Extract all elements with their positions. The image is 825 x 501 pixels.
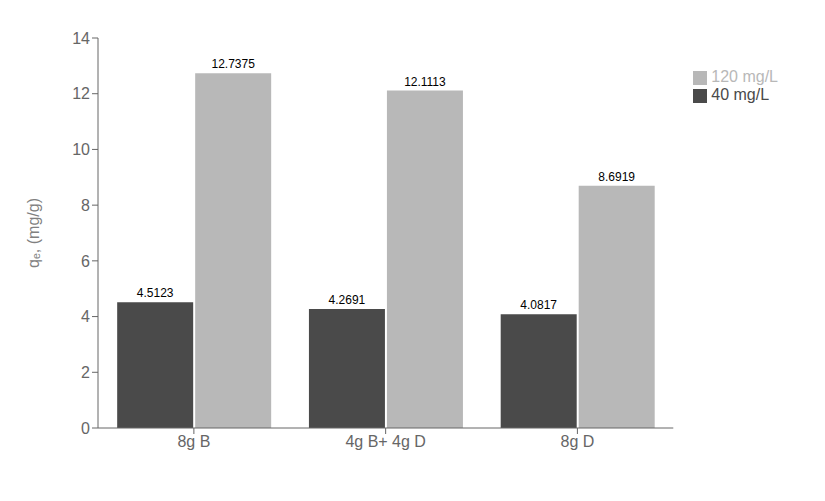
- svg-text:8g D: 8g D: [561, 433, 595, 450]
- svg-text:0: 0: [81, 420, 90, 437]
- svg-text:4g B+ 4g D: 4g B+ 4g D: [345, 433, 426, 450]
- svg-text:8g B: 8g B: [177, 433, 210, 450]
- svg-text:2: 2: [81, 364, 90, 381]
- svg-text:8.6919: 8.6919: [598, 170, 635, 184]
- svg-text:4: 4: [81, 308, 90, 325]
- svg-text:12.7375: 12.7375: [211, 57, 255, 71]
- svg-text:8: 8: [81, 197, 90, 214]
- svg-text:12.1113: 12.1113: [404, 75, 446, 89]
- svg-text:12: 12: [72, 85, 90, 102]
- svg-text:10: 10: [72, 141, 90, 158]
- svg-text:4.0817: 4.0817: [520, 298, 557, 312]
- svg-text:14: 14: [72, 30, 90, 47]
- html-text:40 mg/L: 40 mg/L: [711, 86, 770, 103]
- svg-text:4.5123: 4.5123: [137, 286, 174, 300]
- html-text:120 mg/L: 120 mg/L: [711, 68, 778, 85]
- svg-text:4.2691: 4.2691: [329, 293, 366, 307]
- svg-text:qₑ, (mg/g): qₑ, (mg/g): [25, 198, 42, 268]
- svg-text:6: 6: [81, 253, 90, 270]
